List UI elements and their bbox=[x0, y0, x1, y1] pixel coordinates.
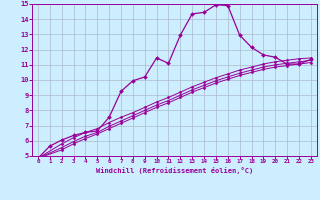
X-axis label: Windchill (Refroidissement éolien,°C): Windchill (Refroidissement éolien,°C) bbox=[96, 167, 253, 174]
